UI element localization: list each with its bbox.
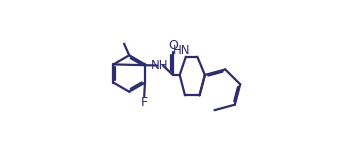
Text: NH: NH bbox=[151, 59, 168, 72]
Text: O: O bbox=[168, 39, 178, 52]
Text: F: F bbox=[140, 96, 148, 109]
Text: HN: HN bbox=[173, 44, 191, 57]
